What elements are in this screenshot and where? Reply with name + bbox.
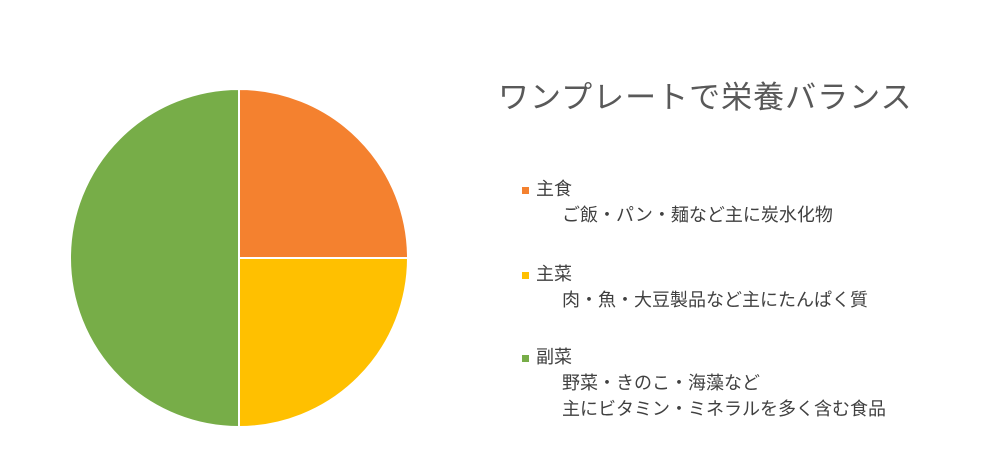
legend-label-staple: 主食 — [536, 179, 572, 200]
legend-entry-side-dish: 副菜 野菜・きのこ・海藻など 主にビタミン・ミネラルを多く含む食品 — [522, 345, 886, 423]
legend-label-side-dish: 副菜 — [536, 347, 572, 368]
pie-chart — [0, 0, 480, 467]
pie-slice-side-dish — [69, 87, 240, 429]
legend-label-main-dish: 主菜 — [536, 264, 572, 285]
legend-desc-side-dish-1: 野菜・きのこ・海藻など — [562, 373, 760, 394]
legend-swatch-main-dish — [522, 271, 529, 279]
legend-desc-main-dish: 肉・魚・大豆製品など主にたんぱく質 — [562, 290, 868, 311]
pie-slice-main-dish — [238, 257, 410, 429]
chart-title: ワンプレートで栄養バランス — [498, 80, 913, 116]
legend-swatch-staple — [522, 186, 529, 194]
legend-desc-side-dish-2: 主にビタミン・ミネラルを多く含む食品 — [562, 399, 886, 420]
legend-desc-staple: ご飯・パン・麺など主に炭水化物 — [562, 205, 833, 226]
legend-swatch-side-dish — [522, 354, 529, 362]
pie-slice-staple — [238, 87, 410, 259]
legend-entry-staple: 主食 ご飯・パン・麺など主に炭水化物 — [522, 177, 833, 229]
pie-chart-svg — [69, 87, 410, 429]
legend-entry-main-dish: 主菜 肉・魚・大豆製品など主にたんぱく質 — [522, 262, 868, 314]
